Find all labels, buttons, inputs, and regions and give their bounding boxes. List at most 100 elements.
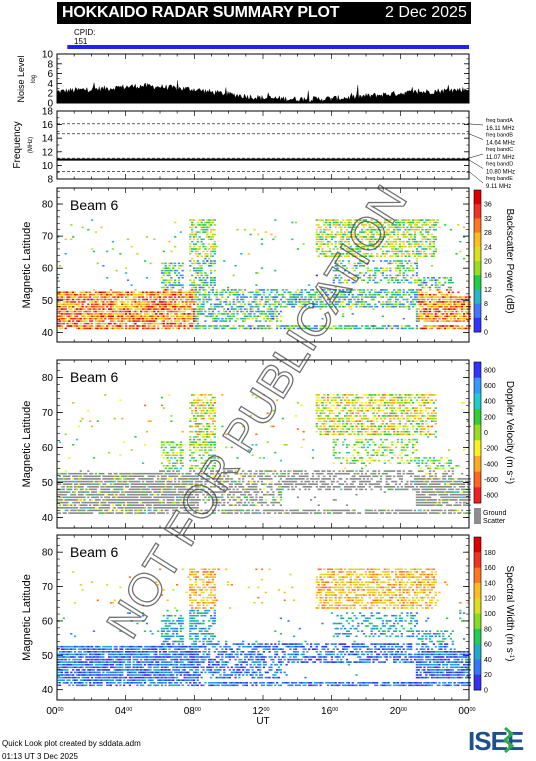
power-cell: [381, 233, 384, 236]
velocity-cell: [166, 457, 169, 459]
power-cell: [421, 228, 424, 231]
power-cell: [115, 310, 118, 313]
power-cell: [434, 238, 437, 241]
power-cell: [77, 313, 80, 315]
power-cell: [87, 228, 90, 231]
power-cell: [126, 298, 130, 301]
power-cell: [408, 303, 411, 306]
power-cell: [351, 236, 354, 238]
power-cell: [361, 260, 364, 262]
power-cell: [109, 313, 113, 315]
power-cell: [357, 253, 360, 255]
power-cell: [400, 245, 403, 248]
velocity-cell: [102, 512, 105, 514]
velocity-cell: [126, 480, 130, 483]
power-cell: [193, 308, 196, 310]
power-cell: [463, 320, 466, 322]
velocity-cell: [181, 472, 184, 475]
power-cell: [321, 327, 324, 330]
velocity-cell: [109, 486, 113, 488]
power-cell: [185, 298, 188, 301]
power-cell: [217, 298, 220, 301]
velocity-cell: [77, 512, 80, 514]
power-cell: [215, 298, 218, 301]
velocity-cell: [58, 512, 62, 514]
power-cell: [379, 238, 383, 241]
power-cell: [117, 313, 120, 315]
power-cell: [94, 325, 97, 327]
power-cell: [442, 313, 445, 315]
power-cell: [202, 260, 205, 262]
power-cell: [157, 301, 160, 303]
power-cell: [402, 224, 405, 226]
power-cell: [215, 291, 218, 294]
power-cell: [89, 310, 92, 313]
power-cell: [463, 298, 466, 301]
power-cell: [189, 298, 192, 301]
power-cell: [245, 315, 248, 318]
power-cell: [223, 325, 226, 327]
power-cell: [298, 298, 301, 301]
power-cell: [432, 315, 435, 318]
velocity-cell: [157, 488, 160, 491]
power-cell: [310, 289, 313, 291]
power-cell: [419, 313, 422, 315]
power-cell: [391, 327, 394, 330]
power-cell: [177, 320, 181, 322]
power-cell: [170, 322, 173, 325]
power-cell: [410, 238, 413, 241]
velocity-cell: [176, 454, 179, 457]
power-cell: [128, 320, 131, 322]
power-cell: [332, 221, 335, 224]
power-cell: [79, 325, 82, 327]
power-cell: [204, 272, 207, 274]
power-cell: [117, 305, 120, 308]
power-cell: [202, 289, 205, 291]
velocity-cell: [157, 496, 160, 499]
velocity-cell: [100, 493, 103, 496]
power-cell: [210, 325, 213, 327]
power-cell: [379, 236, 383, 238]
velocity-cell: [117, 504, 120, 506]
power-cell: [429, 253, 432, 255]
velocity-cell: [108, 478, 111, 480]
power-cell: [245, 310, 248, 313]
velocity-cell: [160, 509, 164, 512]
velocity-cell: [83, 491, 86, 493]
velocity-cell: [132, 475, 135, 478]
power-cell: [353, 219, 356, 221]
power-cell: [149, 298, 152, 301]
power-cell: [189, 233, 192, 236]
power-cell: [113, 310, 116, 313]
velocity-cell: [125, 478, 128, 480]
power-cell: [225, 325, 228, 327]
power-cell: [181, 265, 184, 267]
velocity-cell: [151, 486, 154, 488]
velocity-cell: [157, 483, 160, 485]
power-cell: [193, 281, 196, 284]
power-cell: [434, 320, 437, 322]
power-cell: [130, 298, 133, 301]
velocity-cell: [170, 449, 173, 451]
power-cell: [357, 250, 360, 253]
power-cell: [70, 298, 73, 301]
velocity-cell: [113, 478, 116, 480]
power-cell: [430, 253, 434, 255]
power-cell: [325, 291, 328, 294]
velocity-cell: [189, 480, 192, 483]
power-cell: [170, 303, 173, 306]
power-cell: [395, 274, 398, 277]
power-cell: [355, 305, 358, 308]
power-cell: [447, 315, 451, 318]
power-cell: [253, 296, 256, 298]
power-cell: [434, 221, 437, 224]
power-cell: [368, 303, 371, 306]
power-cell: [85, 298, 88, 301]
velocity-cell: [134, 496, 137, 499]
power-cell: [425, 315, 428, 318]
power-cell: [153, 315, 156, 318]
velocity-cell: [115, 509, 118, 512]
power-cell: [249, 305, 252, 308]
power-cell: [283, 327, 286, 330]
velocity-cell: [142, 499, 145, 501]
